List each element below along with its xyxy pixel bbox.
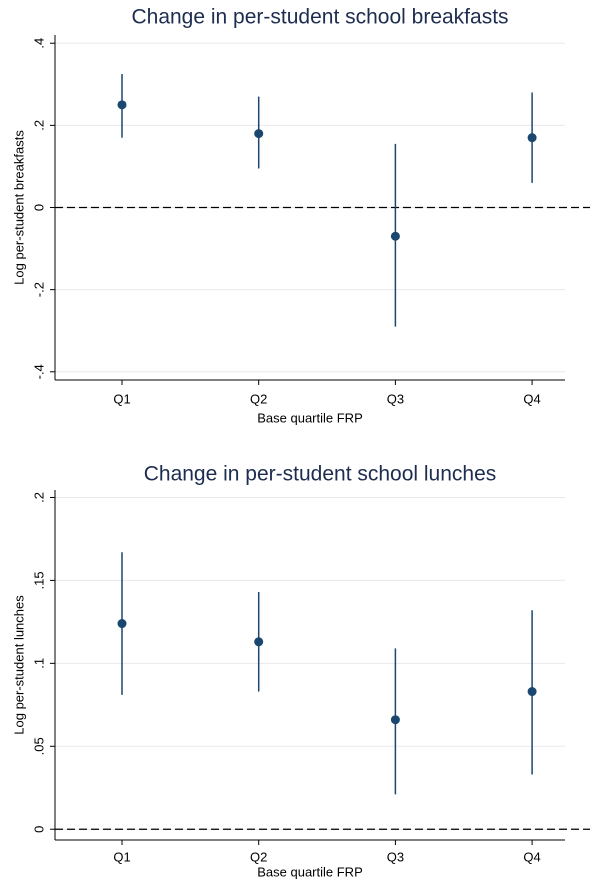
- y-tick-label: .2: [31, 120, 46, 131]
- y-axis-label: Log per-student lunches: [11, 595, 26, 735]
- x-tick-label: Q1: [113, 849, 130, 864]
- x-axis-label: Base quartile FRP: [257, 864, 363, 879]
- x-tick-label: Q1: [113, 391, 130, 406]
- y-axis-label: Log per-student breakfasts: [11, 130, 26, 285]
- x-tick-label: Q4: [523, 849, 540, 864]
- y-tick-label: .05: [31, 737, 46, 755]
- y-tick-label: .2: [31, 492, 46, 503]
- y-tick-label: -.2: [31, 282, 46, 297]
- chart-title: Change in per-student school breakfasts: [131, 6, 508, 29]
- point: [527, 687, 537, 697]
- point: [390, 231, 400, 241]
- x-tick-label: Q2: [250, 849, 267, 864]
- point: [390, 715, 400, 725]
- x-axis-label: Base quartile FRP: [257, 410, 363, 425]
- x-tick-label: Q3: [387, 849, 404, 864]
- chart-title: Change in per-student school lunches: [144, 463, 497, 486]
- x-tick-label: Q3: [387, 391, 404, 406]
- y-tick-label: 0: [31, 204, 46, 211]
- point: [254, 129, 264, 139]
- point: [117, 100, 127, 110]
- y-tick-label: .1: [31, 658, 46, 669]
- point: [527, 133, 537, 143]
- point: [254, 637, 264, 647]
- x-tick-label: Q2: [250, 391, 267, 406]
- y-tick-label: 0: [31, 826, 46, 833]
- y-tick-label: .4: [31, 38, 46, 49]
- y-tick-label: .15: [31, 571, 46, 589]
- y-tick-label: -.4: [31, 364, 46, 379]
- point: [117, 619, 127, 629]
- x-tick-label: Q4: [523, 391, 540, 406]
